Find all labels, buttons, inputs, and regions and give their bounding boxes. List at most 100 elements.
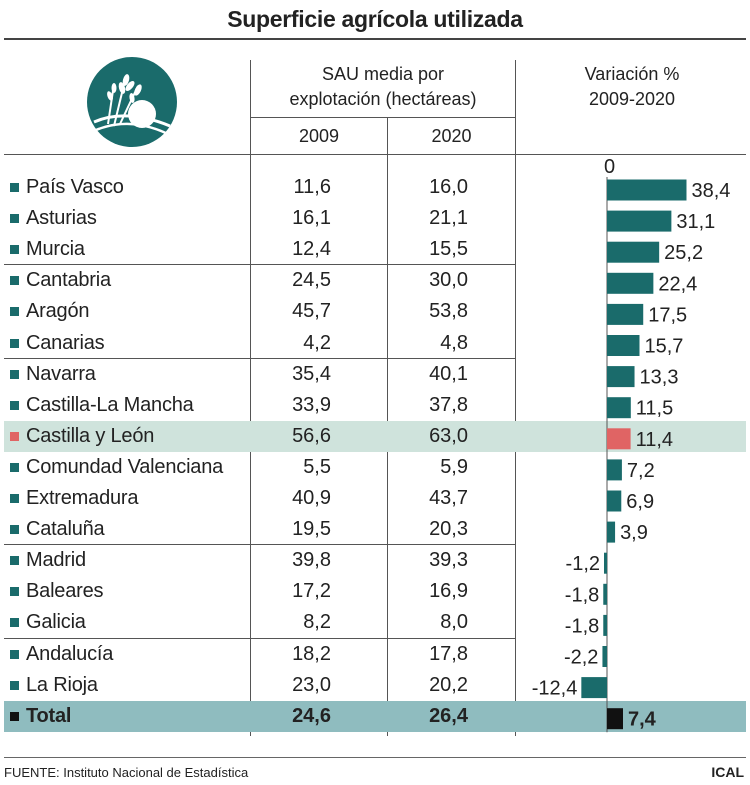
row-bullet-icon [10, 587, 19, 597]
variation-data-label: 7,2 [627, 460, 655, 482]
variation-bar [607, 210, 672, 232]
table-row: Aragón 45,7 53,8 [4, 296, 746, 327]
region-name: Total [26, 704, 72, 727]
value-2009: 18,2 [292, 642, 331, 665]
value-2020: 16,9 [429, 580, 468, 603]
variation-bar [607, 241, 660, 263]
value-2020: 15,5 [429, 238, 468, 261]
region-name: Extremadura [26, 487, 139, 509]
value-2009: 12,4 [292, 238, 331, 261]
variation-data-label: 38,4 [691, 180, 730, 202]
row-bullet-icon [10, 307, 19, 317]
table-row: País Vasco 11,6 16,0 [4, 172, 746, 203]
value-2009: 40,9 [292, 487, 331, 509]
region-name: Navarra [26, 362, 96, 385]
variation-bar [607, 179, 687, 201]
row-bullet-icon [10, 618, 19, 628]
column-divider-sau [250, 60, 251, 736]
row-bullet-icon [10, 556, 19, 566]
header-divider [4, 154, 746, 155]
value-2009: 39,8 [292, 549, 331, 572]
value-2020: 20,2 [429, 673, 468, 696]
variation-bar [581, 677, 607, 699]
table-row: Asturias 16,1 21,1 [4, 203, 746, 234]
table-row: Navarra 35,4 40,1 [4, 359, 746, 390]
variation-bar [607, 708, 623, 730]
variation-bar [607, 272, 654, 294]
table-row: Madrid 39,8 39,3 [4, 545, 746, 576]
row-bullet-icon [10, 400, 19, 410]
variation-bar [603, 614, 607, 636]
value-2009: 5,5 [303, 455, 331, 478]
region-name: Cantabria [26, 269, 111, 292]
variation-data-label: -1,8 [565, 584, 599, 606]
zero-tick-label: 0 [604, 156, 615, 178]
table-row: La Rioja 23,0 20,2 [4, 670, 746, 701]
value-2020: 17,8 [429, 642, 468, 665]
table-row: Baleares 17,2 16,9 [4, 576, 746, 607]
variation-bar [604, 552, 607, 574]
group-divider [4, 544, 515, 545]
row-bullet-icon [10, 338, 19, 348]
table-row: Castilla-La Mancha 33,9 37,8 [4, 390, 746, 421]
year-2009-header: 2009 [298, 126, 340, 146]
region-name: La Rioja [26, 673, 98, 696]
credit-label: ICAL [711, 764, 744, 780]
value-2009: 24,5 [292, 269, 331, 292]
sau-header: SAU media por explotación (hectáreas) [252, 62, 514, 112]
row-bullet-icon [10, 431, 19, 441]
table-row: Andalucía 18,2 17,8 [4, 639, 746, 670]
variation-data-label: 11,5 [636, 398, 673, 420]
variation-data-label: 3,9 [620, 522, 648, 544]
region-name: Castilla y León [26, 424, 155, 447]
variation-data-label: -2,2 [564, 647, 598, 669]
table-row: Cataluña 19,5 20,3 [4, 514, 746, 545]
region-name: Murcia [26, 238, 85, 261]
table-row: Cantabria 24,5 30,0 [4, 265, 746, 296]
row-bullet-icon [10, 245, 19, 255]
value-2009: 35,4 [292, 362, 331, 385]
value-2020: 5,9 [440, 455, 468, 478]
value-2020: 21,1 [429, 207, 468, 230]
row-bullet-icon [10, 214, 19, 224]
value-2020: 53,8 [429, 300, 468, 323]
variation-bar-chart: 0 38,4 31,1 25,2 22,4 17,5 15,7 13,3 11,5 11,4 7,2… [532, 156, 730, 733]
value-2020: 16,0 [429, 176, 468, 198]
column-divider-variation [515, 60, 516, 736]
value-2020: 43,7 [429, 487, 468, 509]
variation-bar [607, 397, 631, 419]
value-2020: 39,3 [429, 549, 468, 572]
table-row: Galicia 8,2 8,0 [4, 607, 746, 638]
value-2020: 63,0 [429, 424, 468, 447]
variation-bar [603, 583, 607, 605]
footer-divider [4, 757, 746, 758]
region-name: País Vasco [26, 176, 124, 198]
variation-bar [602, 646, 607, 667]
value-2020: 40,1 [429, 362, 468, 385]
row-bullet-icon [10, 369, 19, 379]
value-2009: 23,0 [292, 673, 331, 696]
row-bullet-icon [10, 680, 19, 690]
variation-data-label: 31,1 [676, 211, 715, 233]
table-row: Comundad Valenciana 5,5 5,9 [4, 452, 746, 483]
chart-title: Superficie agrícola utilizada [227, 6, 523, 32]
region-name: Andalucía [26, 642, 114, 665]
value-2009: 45,7 [292, 300, 331, 323]
value-2009: 8,2 [303, 611, 331, 634]
value-2020: 4,8 [440, 331, 468, 354]
wheat-sun-logo-icon [87, 57, 177, 147]
variation-bar [607, 366, 635, 388]
value-2009: 19,5 [292, 518, 331, 541]
region-name: Baleares [26, 580, 104, 603]
variation-data-label: 22,4 [658, 273, 697, 295]
year-header-divider [250, 117, 515, 118]
value-2020: 26,4 [429, 704, 468, 727]
variation-header: Variación % 2009-2020 [517, 62, 747, 112]
value-2009: 56,6 [292, 424, 331, 447]
title-divider [4, 38, 746, 40]
variation-bar [607, 303, 644, 325]
value-2009: 17,2 [292, 580, 331, 603]
variation-bar [607, 428, 631, 450]
source-note: FUENTE: Instituto Nacional de Estadístic… [4, 765, 249, 780]
row-bullet-icon [10, 711, 19, 721]
